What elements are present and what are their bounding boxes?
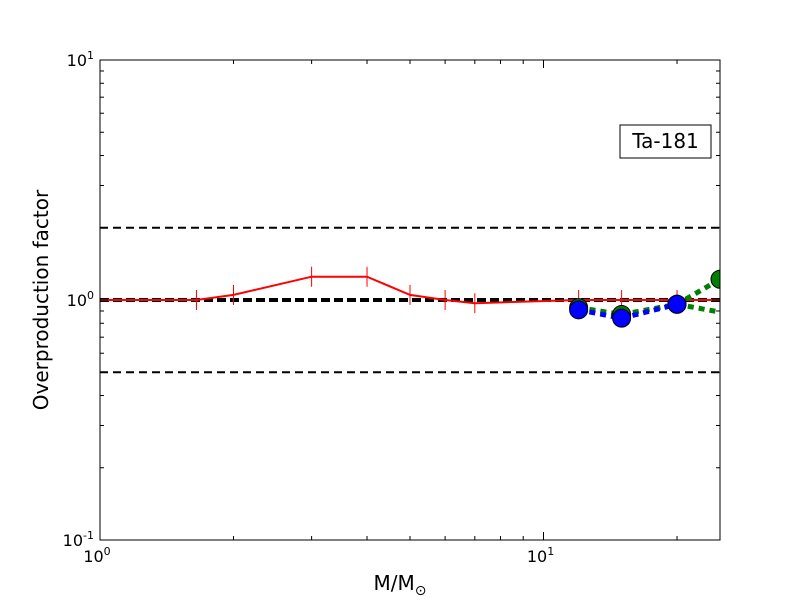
y-tick-label-0-exponent: -1 (83, 529, 94, 542)
series-3-line (578, 301, 678, 321)
y-tick-label-1-base: 10 (67, 291, 87, 310)
y-tick-label-2-base: 10 (67, 51, 87, 70)
x-tick-label-0-base: 10 (83, 547, 103, 566)
y-tick-label-1: 100 (67, 289, 94, 310)
annotation-label: Ta-181 (631, 129, 699, 153)
annotation-box: Ta-181 (619, 124, 712, 159)
series-3-point (667, 294, 687, 314)
series-group (100, 266, 720, 328)
series-3-point (612, 308, 632, 328)
series-0-line (100, 275, 720, 305)
series-2-line (676, 301, 720, 315)
y-tick-label-0: 10-1 (63, 529, 94, 550)
annotation-frame (619, 124, 712, 159)
y-axis-label: Overproduction factor (29, 189, 53, 410)
y-tick-label-2: 101 (67, 49, 94, 70)
y-tick-label-1-exponent: 0 (87, 289, 94, 302)
x-tick-label-1-exponent: 1 (547, 545, 554, 558)
y-tick-label-2-exponent: 1 (87, 49, 94, 62)
y-tick-label-0-base: 10 (63, 531, 83, 550)
series-3-point (569, 300, 589, 320)
series-1-line (578, 277, 720, 318)
x-tick-label-0-exponent: 0 (104, 545, 111, 558)
x-tick-label-1: 101 (527, 545, 554, 566)
x-axis-label-subscript: ⊙ (415, 583, 427, 599)
x-axis-label: M/M⊙ (374, 571, 427, 599)
x-tick-label-0: 100 (83, 545, 110, 566)
x-axis-label-main: M/M (374, 571, 415, 595)
x-tick-label-1-base: 10 (527, 547, 547, 566)
series-1-point (710, 269, 720, 289)
